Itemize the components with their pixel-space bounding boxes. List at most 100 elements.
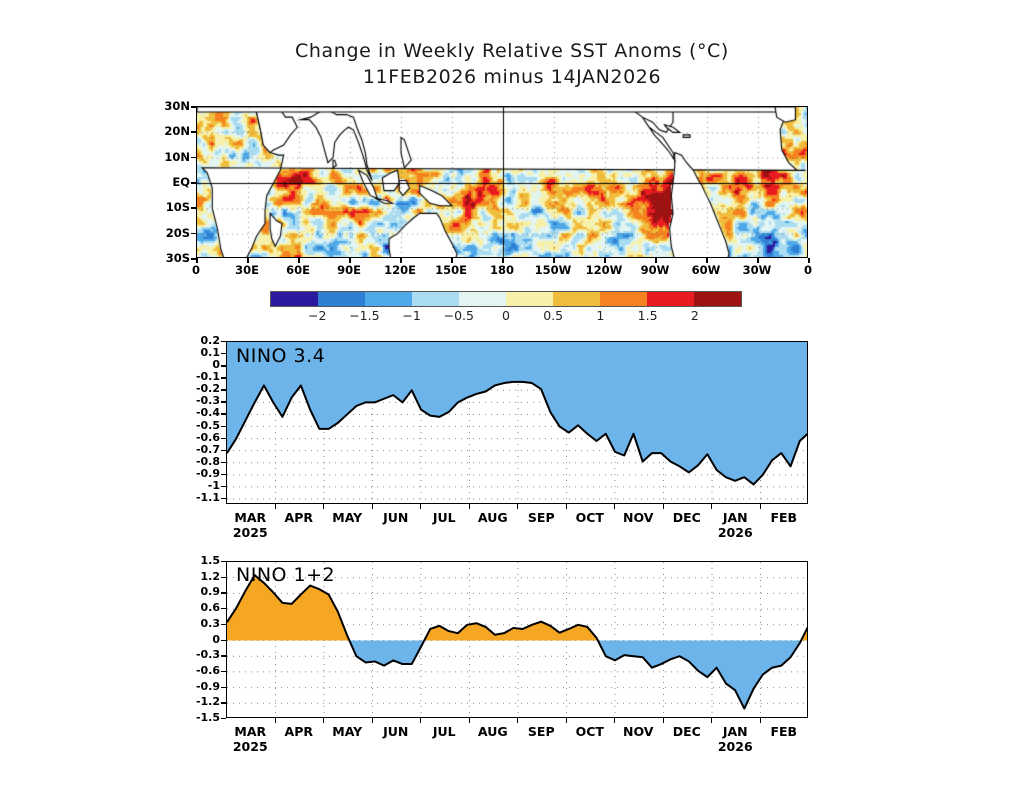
ytick-mark-4 bbox=[221, 623, 226, 626]
colorbar-band-8 bbox=[647, 292, 694, 306]
nino34-plot-area bbox=[226, 341, 808, 504]
colorbar-tick-3: −0.5 bbox=[443, 308, 474, 323]
ytick-mark-9 bbox=[221, 702, 226, 704]
nino12-series-svg bbox=[227, 562, 807, 717]
month-label-MAR: MAR bbox=[234, 724, 267, 739]
ytick-label-7: -0.5 bbox=[195, 418, 220, 432]
month-label-JUN: JUN bbox=[383, 724, 409, 739]
map-lat-label-20N: 20N bbox=[164, 124, 190, 139]
colorbar-strip bbox=[270, 291, 742, 307]
ytick-label-5: 0 bbox=[212, 632, 220, 646]
ytick-mark-7 bbox=[221, 425, 226, 427]
positive-anomaly-fill bbox=[227, 575, 807, 641]
xtick-mark-11 bbox=[759, 718, 761, 723]
map-lat-label-20S: 20S bbox=[165, 225, 190, 240]
year-label-2025: 2025 bbox=[232, 739, 268, 754]
ytick-mark-3 bbox=[221, 608, 226, 610]
ytick-mark-4 bbox=[221, 389, 226, 391]
map-lat-label-10N: 10N bbox=[164, 149, 190, 164]
map-lon-tick-9 bbox=[655, 258, 657, 263]
map-lon-tick-7 bbox=[553, 258, 555, 263]
map-lon-tick-6 bbox=[502, 258, 504, 263]
title-line-1: Change in Weekly Relative SST Anoms (°C) bbox=[295, 40, 729, 62]
month-label-APR: APR bbox=[284, 724, 313, 739]
ytick-mark-1 bbox=[221, 353, 226, 355]
map-lat-tick-1 bbox=[191, 131, 196, 133]
ytick-mark-6 bbox=[221, 655, 226, 657]
ytick-mark-2 bbox=[221, 365, 226, 367]
ytick-label-8: -0.6 bbox=[195, 430, 220, 444]
ytick-label-9: -0.7 bbox=[195, 442, 220, 456]
map-lon-label-0: 0 bbox=[191, 263, 201, 277]
xtick-mark-6 bbox=[517, 504, 519, 509]
colorbar-band-2 bbox=[365, 292, 412, 306]
map-lat-label-30S: 30S bbox=[165, 251, 190, 265]
month-label-MAY: MAY bbox=[332, 510, 363, 525]
ytick-label-12: -1 bbox=[207, 478, 220, 492]
colorbar-band-0 bbox=[271, 292, 318, 306]
colorbar-tick-6: 1 bbox=[596, 308, 605, 323]
map-lon-label-7: 150W bbox=[534, 263, 572, 277]
map-lon-label-2: 60E bbox=[286, 263, 310, 277]
negative-anomaly-fill bbox=[349, 640, 802, 709]
ytick-mark-1 bbox=[221, 576, 226, 579]
ytick-mark-13 bbox=[221, 497, 226, 500]
colorbar: −2 −1.5 −1 −0.5 0 0.5 1 1.5 2 bbox=[270, 291, 742, 323]
map-lon-tick-11 bbox=[757, 258, 759, 263]
ytick-label-1: 0.1 bbox=[200, 346, 221, 360]
month-label-NOV: NOV bbox=[623, 510, 654, 525]
ytick-label-11: -0.9 bbox=[195, 466, 220, 480]
ytick-label-13: -1.1 bbox=[195, 490, 220, 504]
ytick-mark-10 bbox=[221, 461, 226, 464]
map-lon-label-4: 120E bbox=[384, 263, 416, 277]
xtick-mark-9 bbox=[662, 718, 664, 723]
xtick-mark-5 bbox=[468, 504, 470, 509]
ytick-mark-12 bbox=[221, 485, 226, 488]
ytick-mark-10 bbox=[221, 718, 226, 720]
month-label-OCT: OCT bbox=[575, 510, 604, 525]
month-label-APR: APR bbox=[284, 510, 313, 525]
map-lat-tick-4 bbox=[191, 207, 196, 209]
chart-title-block: Change in Weekly Relative SST Anoms (°C)… bbox=[0, 38, 1024, 90]
month-label-DEC: DEC bbox=[672, 510, 701, 525]
colorbar-tick-8: 2 bbox=[690, 308, 699, 323]
xtick-mark-1 bbox=[274, 718, 276, 723]
year-label-2025: 2025 bbox=[232, 525, 268, 540]
map-lat-tick-6 bbox=[191, 258, 196, 260]
map-lon-tick-3 bbox=[349, 258, 351, 263]
month-label-MAR: MAR bbox=[234, 510, 267, 525]
map-lat-label-10S: 10S bbox=[165, 200, 190, 215]
xtick-mark-7 bbox=[565, 718, 567, 723]
nino34-panel: NINO 3.4 bbox=[226, 341, 808, 504]
ytick-label-2: 0 bbox=[212, 358, 220, 372]
xtick-mark-10 bbox=[711, 718, 713, 723]
map-lon-label-8: 120W bbox=[585, 263, 623, 277]
colorbar-band-7 bbox=[600, 292, 647, 306]
ytick-label-0: 0.2 bbox=[200, 334, 221, 347]
xtick-mark-8 bbox=[614, 718, 616, 723]
month-label-FEB: FEB bbox=[770, 724, 798, 739]
ytick-mark-9 bbox=[221, 449, 226, 452]
colorbar-tick-5: 0.5 bbox=[543, 308, 564, 323]
month-label-FEB: FEB bbox=[770, 510, 798, 525]
ytick-label-10: -0.8 bbox=[195, 454, 220, 468]
map-lat-tick-0 bbox=[191, 106, 196, 108]
xtick-mark-6 bbox=[517, 718, 519, 723]
colorbar-tick-1: −1.5 bbox=[349, 308, 380, 323]
xtick-mark-10 bbox=[711, 504, 713, 509]
ytick-label-3: 0.6 bbox=[200, 601, 221, 615]
colorbar-band-4 bbox=[459, 292, 506, 306]
ytick-mark-0 bbox=[221, 341, 226, 343]
xtick-mark-9 bbox=[662, 504, 664, 509]
nino12-plot-area bbox=[226, 561, 808, 718]
map-lon-label-9: 90W bbox=[640, 263, 670, 277]
month-label-JUN: JUN bbox=[383, 510, 409, 525]
map-lon-tick-5 bbox=[451, 258, 453, 263]
month-label-SEP: SEP bbox=[527, 724, 555, 739]
month-label-JAN: JAN bbox=[722, 510, 748, 525]
xtick-mark-3 bbox=[371, 504, 373, 509]
month-label-SEP: SEP bbox=[527, 510, 555, 525]
colorbar-band-3 bbox=[412, 292, 459, 306]
month-label-AUG: AUG bbox=[477, 510, 508, 525]
colorbar-band-9 bbox=[694, 292, 741, 306]
